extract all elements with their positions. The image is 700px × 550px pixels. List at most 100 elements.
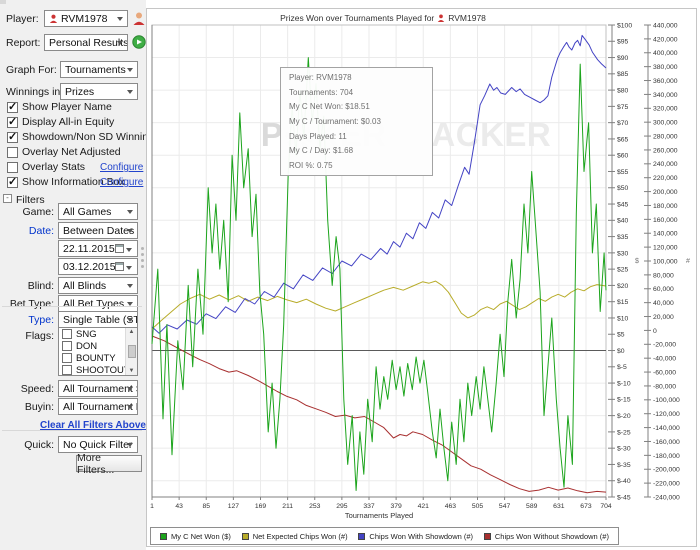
x-axis-tick-label: 253 xyxy=(309,503,321,510)
chips-axis-tick-label: -120,000 xyxy=(653,411,680,418)
date-to-field[interactable]: 03.12.2015 xyxy=(58,258,138,275)
dollar-axis-tick-label: $85 xyxy=(617,71,629,78)
flag-checkbox[interactable] xyxy=(62,365,72,375)
date-select[interactable]: Between Dates xyxy=(58,222,138,239)
x-axis-tick-label: 631 xyxy=(553,503,565,510)
bet-type-select[interactable]: All Bet Types xyxy=(58,295,138,312)
flag-checkbox[interactable] xyxy=(62,353,72,363)
watermark-text: P xyxy=(260,116,284,153)
calendar-button[interactable] xyxy=(115,243,135,254)
winnings-in-label: Winnings in: xyxy=(6,85,64,98)
chips-axis-tick-label: 200,000 xyxy=(653,189,678,196)
checkbox-label: Overlay Net Adjusted xyxy=(22,146,121,158)
scrollbar-thumb[interactable] xyxy=(127,345,136,358)
configure-infobox-link[interactable]: Configure xyxy=(100,177,144,188)
dollar-axis-tick-label: $80 xyxy=(617,88,629,95)
info-box: Player: RVM1978 Tournaments: 704 My C Ne… xyxy=(280,67,433,176)
flag-item-don[interactable]: DON xyxy=(59,340,137,352)
info-line: Player: RVM1978 xyxy=(289,73,352,82)
report-select[interactable]: Personal Results xyxy=(44,34,128,51)
bet-type-value: All Bet Types xyxy=(63,297,125,310)
dollar-axis-tick-label: $75 xyxy=(617,104,629,111)
chips-axis-tick-label: 0 xyxy=(653,328,657,335)
legend-item: Chips Won Without Showdown (#) xyxy=(483,532,609,541)
graph-title-player: RVM1978 xyxy=(448,13,486,23)
chips-axis-tick-label: 440,000 xyxy=(653,22,678,29)
x-axis-tick-label: 505 xyxy=(472,503,484,510)
chips-axis-tick-label: 40,000 xyxy=(653,300,674,307)
info-line: Days Played: 11 xyxy=(289,131,347,141)
legend-swatch xyxy=(160,532,167,540)
dollar-axis-tick-label: $45 xyxy=(617,201,629,208)
show-player-name-checkbox[interactable] xyxy=(7,100,18,113)
dollar-axis-unit: $ xyxy=(635,258,639,265)
date-from-value: 22.11.2015 xyxy=(63,242,115,255)
quick-select[interactable]: No Quick Filter xyxy=(58,436,138,453)
configure-overlay-stats-link[interactable]: Configure xyxy=(100,162,144,173)
dollar-axis-tick-label: $60 xyxy=(617,153,629,160)
chips-axis-tick-label: 360,000 xyxy=(653,78,678,85)
flags-scrollbar[interactable]: ▲ ▼ xyxy=(125,328,137,375)
show-information-box-checkbox[interactable] xyxy=(7,175,18,188)
series-line xyxy=(151,280,607,330)
report-label: Report: xyxy=(6,36,41,49)
clear-all-filters-link[interactable]: Clear All Filters Above xyxy=(40,420,146,431)
chips-axis-tick-label: -20,000 xyxy=(653,342,676,349)
flags-listbox[interactable]: SNG DON BOUNTY SHOOTOUT ▲ ▼ xyxy=(58,327,138,376)
player-manager-button[interactable] xyxy=(132,11,146,25)
info-line: My C / Day: $1.68 xyxy=(289,146,354,156)
quick-value: No Quick Filter xyxy=(63,438,133,451)
flag-item-shootout[interactable]: SHOOTOUT xyxy=(59,364,137,375)
buyin-select[interactable]: All Tournament Buyins xyxy=(58,398,138,415)
overlay-net-adjusted-checkbox[interactable] xyxy=(7,147,18,158)
option-row: Show Information Box Configure xyxy=(0,175,146,192)
flag-checkbox[interactable] xyxy=(62,341,72,351)
flag-item-bounty[interactable]: BOUNTY xyxy=(59,352,137,364)
refresh-report-button[interactable] xyxy=(132,35,146,49)
dollar-axis-tick-label: $10 xyxy=(617,315,629,322)
report-row: Report: Personal Results xyxy=(0,34,146,51)
display-allin-equity-checkbox[interactable] xyxy=(7,115,18,128)
calendar-icon xyxy=(115,262,124,271)
x-axis-tick-label: 169 xyxy=(255,503,267,510)
chevron-down-icon xyxy=(127,284,133,288)
calendar-icon xyxy=(115,244,124,253)
type-select[interactable]: Single Table (STT) xyxy=(58,311,138,328)
option-row: Overlay Net Adjusted xyxy=(0,145,146,162)
dollar-axis-tick-label: $50 xyxy=(617,185,629,192)
more-filters-button[interactable]: More Filters... xyxy=(76,452,142,476)
calendar-button[interactable] xyxy=(115,261,135,272)
dollar-axis-tick-label: $-45 xyxy=(617,494,631,501)
speed-select[interactable]: All Tournament Speeds xyxy=(58,380,138,397)
graph-for-select[interactable]: Tournaments xyxy=(60,61,138,78)
info-line: ROI %: 0.75 xyxy=(289,160,333,170)
splitter-grip[interactable] xyxy=(141,247,144,268)
winnings-in-select[interactable]: Prizes xyxy=(60,83,138,100)
chevron-down-icon xyxy=(127,318,133,322)
showdown-nonsd-checkbox[interactable] xyxy=(7,130,18,143)
scroll-down-icon[interactable]: ▼ xyxy=(128,368,135,374)
dollar-axis-tick-label: $-30 xyxy=(617,446,631,453)
scroll-up-icon[interactable]: ▲ xyxy=(128,329,135,335)
chips-axis-tick-label: 340,000 xyxy=(653,92,678,99)
dollar-axis-tick-label: $-35 xyxy=(617,462,631,469)
flag-checkbox[interactable] xyxy=(62,329,72,339)
chips-axis-tick-label: 240,000 xyxy=(653,161,678,168)
chips-axis-tick-label: 20,000 xyxy=(653,314,674,321)
option-row: Show Player Name xyxy=(0,100,146,117)
flag-item-sng[interactable]: SNG xyxy=(59,328,137,340)
separator xyxy=(2,306,142,307)
chips-axis-tick-label: 380,000 xyxy=(653,64,678,71)
overlay-stats-checkbox[interactable] xyxy=(7,162,18,173)
dollar-axis-tick-label: $55 xyxy=(617,169,629,176)
graph-for-value: Tournaments xyxy=(65,63,126,76)
legend-swatch xyxy=(483,532,491,540)
player-select[interactable]: RVM1978 xyxy=(44,10,128,27)
game-select[interactable]: All Games xyxy=(58,203,138,220)
chevron-down-icon xyxy=(127,229,133,233)
collapse-icon[interactable]: - xyxy=(3,194,12,203)
blind-select[interactable]: All Blinds xyxy=(58,277,138,294)
date-from-field[interactable]: 22.11.2015 xyxy=(58,240,138,257)
flag-label: BOUNTY xyxy=(76,352,116,364)
graph-frame xyxy=(146,8,697,547)
